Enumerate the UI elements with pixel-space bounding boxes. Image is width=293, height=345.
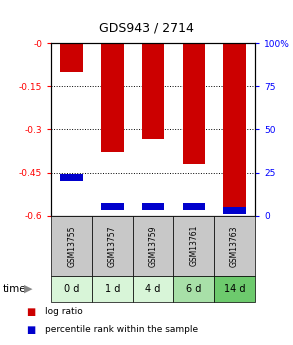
Text: ■: ■ <box>26 307 36 317</box>
Text: 0 d: 0 d <box>64 284 79 294</box>
Text: 4 d: 4 d <box>145 284 161 294</box>
Bar <box>92 216 133 276</box>
Bar <box>173 216 214 276</box>
Text: GDS943 / 2714: GDS943 / 2714 <box>99 21 194 34</box>
Text: GSM13757: GSM13757 <box>108 225 117 267</box>
Text: GSM13761: GSM13761 <box>189 225 198 266</box>
Bar <box>214 276 255 302</box>
Text: time: time <box>3 284 27 294</box>
Text: log ratio: log ratio <box>45 307 83 316</box>
Text: GSM13763: GSM13763 <box>230 225 239 267</box>
Bar <box>173 276 214 302</box>
Text: GSM13759: GSM13759 <box>149 225 158 267</box>
Text: 14 d: 14 d <box>224 284 245 294</box>
Text: GSM13755: GSM13755 <box>67 225 76 267</box>
Bar <box>142 203 164 210</box>
Bar <box>183 43 205 164</box>
Bar <box>60 174 83 181</box>
Bar <box>92 276 133 302</box>
Bar <box>101 203 124 210</box>
Text: 6 d: 6 d <box>186 284 202 294</box>
Bar <box>51 276 92 302</box>
Bar <box>142 43 164 139</box>
Bar <box>133 216 173 276</box>
Bar <box>223 43 246 214</box>
Text: 1 d: 1 d <box>105 284 120 294</box>
Bar <box>183 203 205 210</box>
Bar <box>101 43 124 152</box>
Bar <box>214 216 255 276</box>
Text: ■: ■ <box>26 325 36 335</box>
Bar <box>223 207 246 214</box>
Bar <box>60 43 83 72</box>
Bar <box>51 216 92 276</box>
Text: ▶: ▶ <box>23 284 32 294</box>
Text: percentile rank within the sample: percentile rank within the sample <box>45 325 199 334</box>
Bar <box>133 276 173 302</box>
